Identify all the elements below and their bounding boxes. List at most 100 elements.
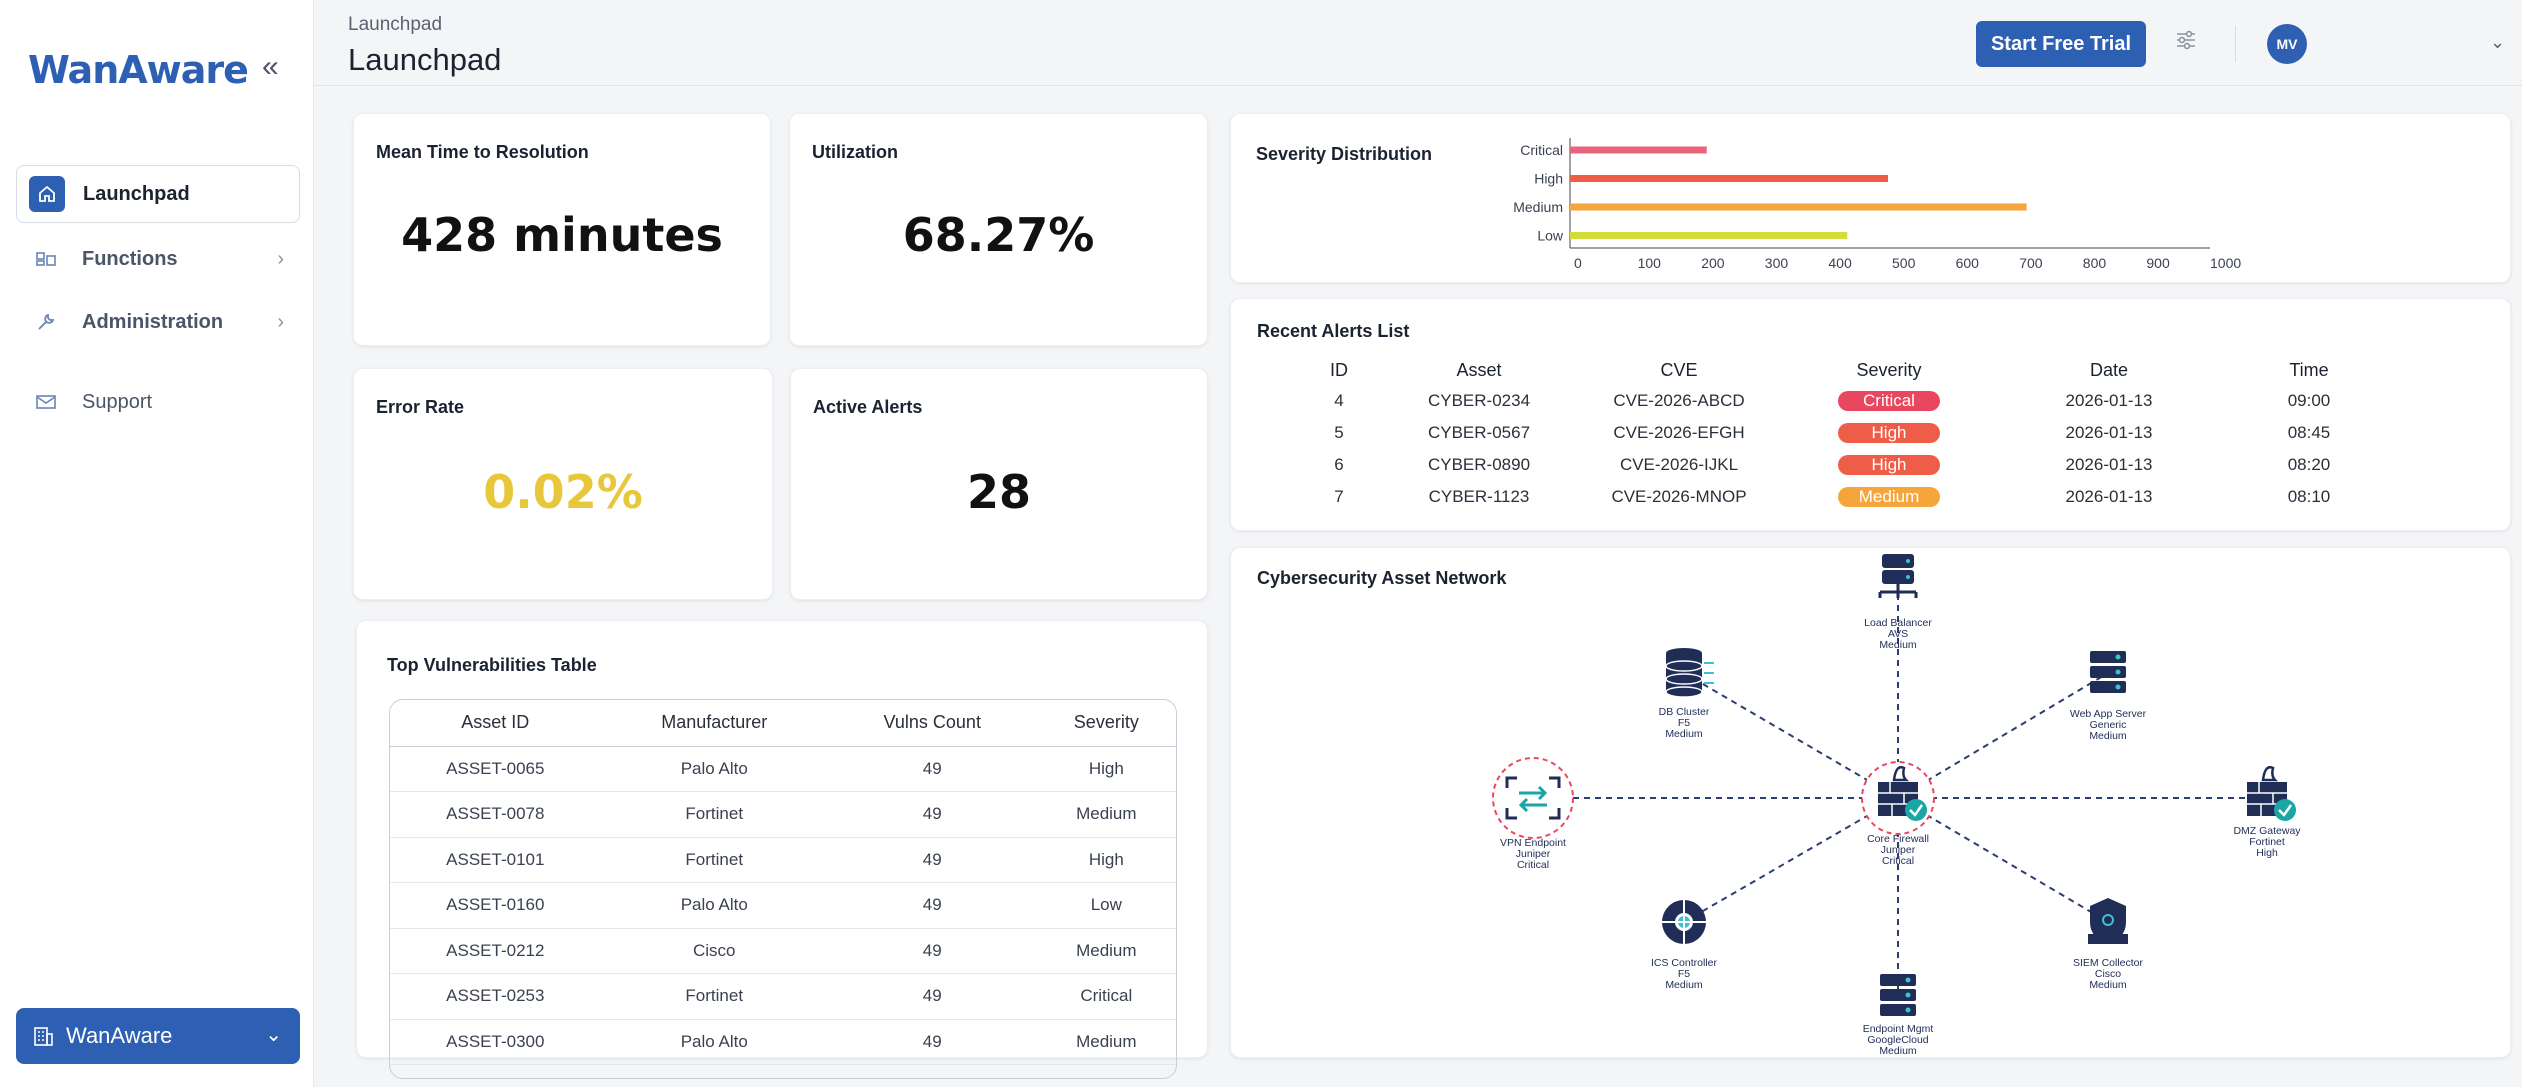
table-row[interactable]: ASSET-0160 Palo Alto 49 Low — [390, 882, 1176, 929]
table-row[interactable]: ASSET-0212 Cisco 49 Medium — [390, 928, 1176, 974]
database-icon — [1665, 648, 1714, 698]
active-alerts-card: Active Alerts 28 — [790, 368, 1208, 600]
table-cell: Palo Alto — [600, 882, 828, 929]
bar-medium[interactable] — [1570, 203, 2027, 211]
table-cell: 2026-01-13 — [2065, 423, 2153, 442]
table-row[interactable]: ASSET-0300 Palo Alto 49 Medium — [390, 1019, 1176, 1065]
recent-alerts-card: Recent Alerts List ID Asset CVE Severity… — [1230, 298, 2511, 531]
chart-title: Severity Distribution — [1256, 144, 1433, 164]
table-cell: 08:45 — [2287, 423, 2331, 442]
server-icon — [1880, 974, 1916, 1016]
x-tick-label: 900 — [2146, 255, 2170, 271]
column-header[interactable]: Severity — [1856, 359, 1922, 380]
avatar[interactable]: MV — [2267, 24, 2307, 64]
card-title: Recent Alerts List — [1257, 321, 1410, 341]
wanaware-logo[interactable]: WanAware — [28, 46, 249, 94]
table-row[interactable]: ASSET-0078 Fortinet 49 Medium — [390, 791, 1176, 838]
mail-icon — [28, 384, 64, 420]
table-cell: 49 — [827, 791, 1037, 838]
column-header[interactable]: Time — [2289, 359, 2329, 380]
functions-icon — [28, 241, 64, 277]
org-switcher[interactable]: WanAware ⌄ — [16, 1008, 300, 1064]
column-header[interactable]: Severity — [1036, 700, 1176, 747]
network-link — [1683, 672, 1899, 799]
sidebar-item-administration[interactable]: Administration › — [16, 293, 300, 351]
sidebar-item-label: Administration — [82, 310, 224, 333]
column-header[interactable]: Date — [2089, 359, 2129, 380]
column-header[interactable]: CVE — [1660, 359, 1698, 380]
org-name: WanAware — [66, 1023, 173, 1048]
bar-low[interactable] — [1570, 232, 1848, 239]
table-cell: 7 — [1334, 487, 1344, 506]
vulnerabilities-card: Top Vulnerabilities Table Asset ID Manuf… — [356, 620, 1208, 1079]
table-cell: CYBER-0567 — [1427, 423, 1531, 442]
table-cell: 49 — [827, 882, 1037, 929]
card-title: Utilization — [812, 142, 898, 162]
sidebar-item-functions[interactable]: Functions › — [16, 230, 300, 288]
table-row[interactable]: ASSET-0065 Palo Alto 49 High — [390, 746, 1176, 792]
table-row[interactable]: ASSET-0101 Fortinet 49 High — [390, 837, 1176, 883]
table-cell: 2026-01-13 — [2065, 391, 2153, 410]
controller-icon — [1662, 900, 1706, 944]
x-tick-label: 200 — [1701, 255, 1725, 271]
network-link — [1897, 797, 2109, 923]
severity-cell: Critical — [1779, 385, 1999, 417]
sliders-icon[interactable] — [2174, 28, 2198, 52]
bar-critical[interactable] — [1570, 146, 1707, 154]
table-cell: Medium — [1036, 791, 1176, 838]
node-label: Fortinet — [2249, 836, 2285, 848]
collapse-sidebar-icon[interactable]: « — [262, 50, 279, 83]
sidebar-item-support[interactable]: Support — [16, 373, 300, 431]
firewall-icon — [2247, 766, 2296, 821]
node-label: Cisco — [2095, 968, 2121, 980]
severity-badge: Medium — [1838, 487, 1940, 507]
network-link — [1683, 797, 1899, 923]
table-cell: 08:20 — [2287, 455, 2331, 474]
card-title: Top Vulnerabilities Table — [387, 655, 597, 675]
column-header[interactable]: Manufacturer — [600, 700, 828, 747]
table-row[interactable]: 5 CYBER-0567 CVE-2026-EFGH High 2026-01-13 08… — [1299, 417, 2399, 449]
table-cell: 49 — [827, 746, 1037, 792]
logo-text: WanAware — [28, 48, 249, 92]
severity-cell: High — [1779, 417, 1999, 449]
node-label: Juniper — [1881, 844, 1916, 856]
table-cell: 09:00 — [2287, 391, 2331, 410]
column-header[interactable]: ID — [1330, 359, 1348, 380]
column-header[interactable]: Vulns Count — [827, 700, 1037, 747]
column-header[interactable]: Asset — [1456, 359, 1502, 380]
table-row[interactable]: 4 CYBER-0234 CVE-2026-ABCD Critical 2026-01-… — [1299, 385, 2399, 417]
table-row[interactable]: 6 CYBER-0890 CVE-2026-IJKL High 2026-01-13 08… — [1299, 449, 2399, 481]
node-label: AVS — [1888, 628, 1908, 640]
node-label: GoogleCloud — [1867, 1034, 1928, 1046]
start-free-trial-button[interactable]: Start Free Trial — [1976, 21, 2146, 67]
bar-high[interactable] — [1570, 175, 1888, 182]
column-header[interactable]: Asset ID — [390, 700, 601, 747]
chevron-down-icon[interactable]: ⌄ — [2490, 32, 2506, 52]
table-row[interactable]: 7 CYBER-1123 CVE-2026-MNOP Medium 2026-01-13… — [1299, 481, 2399, 513]
category-label: Medium — [1513, 199, 1563, 215]
sidebar-item-launchpad[interactable]: Launchpad — [16, 165, 300, 223]
x-tick-label: 0 — [1574, 255, 1582, 271]
card-title: Active Alerts — [813, 397, 923, 417]
node-label: DMZ Gateway — [2233, 825, 2301, 837]
table-cell: CVE-2026-ABCD — [1613, 391, 1745, 410]
table-header-row: Asset ID Manufacturer Vulns Count Severi… — [390, 700, 1176, 747]
sidebar-item-label: Support — [82, 390, 153, 413]
table-row[interactable]: ASSET-0253 Fortinet 49 Critical — [390, 973, 1176, 1020]
table-cell: Palo Alto — [600, 746, 828, 792]
breadcrumb[interactable]: Launchpad — [348, 14, 443, 35]
active-alerts-value: 28 — [966, 465, 1031, 519]
chevron-right-icon: › — [277, 248, 284, 270]
category-label: Low — [1537, 228, 1564, 244]
x-tick-label: 100 — [1638, 255, 1662, 271]
